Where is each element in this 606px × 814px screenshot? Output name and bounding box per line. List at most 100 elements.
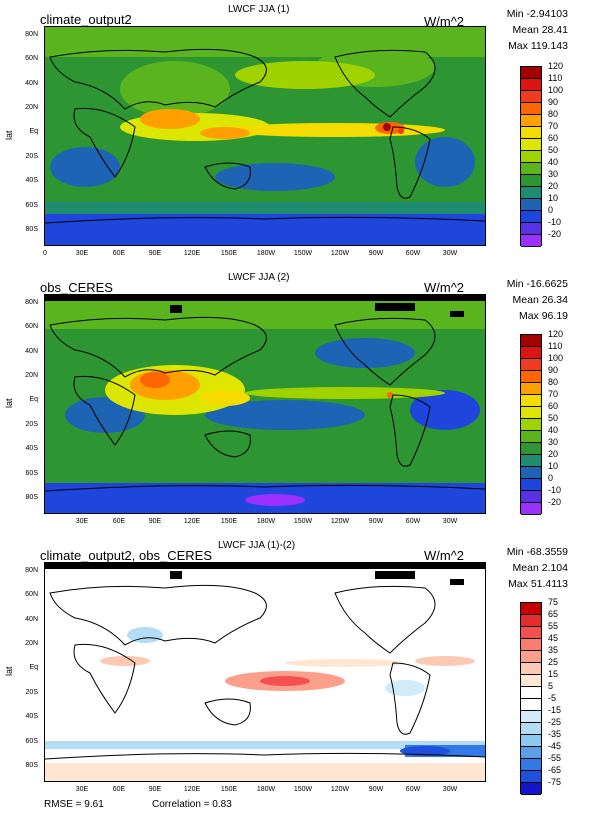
colorbar-label: 120 (548, 61, 564, 71)
colorbar-box (521, 151, 541, 163)
y-axis-label: lat (4, 666, 14, 676)
colorbar-box (521, 175, 541, 187)
stats-box: Min -2.94103 Mean 28.41 Max 119.143 (496, 6, 568, 54)
colorbar-label: 70 (548, 121, 559, 131)
lat-tick-label: 80S (25, 226, 38, 233)
map-field (45, 563, 485, 781)
stat-max: Max 51.4113 (508, 578, 568, 590)
lon-tick-label: 30E (75, 250, 89, 257)
units-label: W/m^2 (424, 14, 465, 29)
lon-tick-label: 30W (442, 250, 458, 257)
lon-tick-label: 150W (293, 786, 313, 793)
colorbar-box (521, 455, 541, 467)
lon-tick-label: 60E (112, 786, 126, 793)
lon-tick-label: 120W (330, 518, 350, 525)
colorbar-label: 60 (548, 133, 559, 143)
lon-tick-label: 60W (405, 786, 421, 793)
lon-tick-label: 90W (368, 786, 384, 793)
colorbar-box (521, 419, 541, 431)
y-axis-label: lat (4, 130, 14, 140)
lat-tick-label: Eq (29, 128, 38, 135)
colorbar-label: 10 (548, 461, 559, 471)
lon-tick-label: 120W (330, 786, 350, 793)
lat-tick-label: 40S (25, 177, 38, 184)
lat-tick-label: 60N (25, 323, 38, 330)
colorbar-label: 0 (548, 205, 554, 215)
colorbar-label: -10 (548, 485, 562, 495)
lat-tick-label: 80N (25, 31, 38, 38)
map-diff (44, 562, 486, 782)
panel-label: climate_output2 (40, 12, 132, 27)
lon-tick-label: 90W (368, 250, 384, 257)
lon-tick-label: 60W (405, 250, 421, 257)
panel-model: LWCF JJA (1) climate_output2 W/m^2 Min -… (0, 0, 606, 270)
lon-tick-label: 60E (112, 250, 126, 257)
lat-tick-label: 60S (25, 470, 38, 477)
colorbar-box (521, 115, 541, 127)
colorbar-label: 20 (548, 181, 559, 191)
lat-tick-label: Eq (29, 664, 38, 671)
panel-obs: LWCF JJA (2) obs_CERES W/m^2 Min -16.662… (0, 268, 606, 538)
colorbar-label: 90 (548, 97, 559, 107)
colorbar-label: -45 (548, 741, 562, 751)
colorbar-box (521, 491, 541, 503)
colorbar-label: 120 (548, 329, 564, 339)
colorbar-label: -55 (548, 753, 562, 763)
lat-tick-label: 20N (25, 104, 38, 111)
colorbar-box (521, 771, 541, 783)
lon-tick-label: 90E (148, 518, 162, 525)
colorbar-label: 30 (548, 169, 559, 179)
lon-tick-label: 150E (220, 518, 238, 525)
lat-tick-label: 20N (25, 372, 38, 379)
lon-tick-label: 30W (442, 518, 458, 525)
colorbar-box (521, 603, 541, 615)
colorbar-box (521, 639, 541, 651)
lon-tick-label: 180W (256, 518, 276, 525)
panel-title: LWCF JJA (1)-(2) (218, 540, 296, 551)
colorbar-box (521, 467, 541, 479)
lon-tick-label: 30E (75, 786, 89, 793)
lon-tick-label: 150E (220, 250, 238, 257)
stat-mean: Mean 26.34 (512, 294, 568, 306)
lon-tick-label: 150W (293, 250, 313, 257)
colorbar-box (521, 79, 541, 91)
stat-min: Min -16.6625 (506, 278, 568, 290)
lat-tick-label: 60S (25, 738, 38, 745)
lon-tick-label: 60W (405, 518, 421, 525)
colorbar-label: -5 (548, 693, 557, 703)
colorbar-box (521, 783, 541, 795)
colorbar-box (521, 711, 541, 723)
colorbar-label: 0 (548, 473, 554, 483)
colorbar-label: 110 (548, 73, 563, 83)
stats-box: Min -16.6625 Mean 26.34 Max 96.19 (496, 276, 568, 324)
lon-tick-label: 60E (112, 518, 126, 525)
colorbar-label: 80 (548, 377, 559, 387)
colorbar-label: 60 (548, 401, 559, 411)
colorbar-box (521, 699, 541, 711)
lat-tick-label: 60N (25, 591, 38, 598)
colorbar-box (521, 223, 541, 235)
colorbar-label: 100 (548, 353, 564, 363)
colorbar-box (521, 615, 541, 627)
colorbar-label: 75 (548, 597, 559, 607)
colorbar-box (521, 91, 541, 103)
colorbar-label: -65 (548, 765, 562, 775)
panel-title: LWCF JJA (1) (228, 4, 290, 15)
map-obs (44, 294, 486, 514)
colorbar-label: -20 (548, 229, 562, 239)
colorbar-box (521, 235, 541, 247)
lon-tick-label: 150W (293, 518, 313, 525)
lat-tick-label: 20S (25, 421, 38, 428)
lat-tick-label: 20S (25, 153, 38, 160)
lon-tick-label: 120E (183, 518, 201, 525)
colorbar-box (521, 347, 541, 359)
colorbar-label: 45 (548, 633, 559, 643)
lat-tick-label: 40N (25, 348, 38, 355)
colorbar (520, 602, 542, 795)
rmse-label: RMSE = 9.61 (44, 799, 104, 810)
map-field (45, 27, 485, 245)
panel-label: obs_CERES (40, 280, 113, 295)
lat-tick-label: 60N (25, 55, 38, 62)
colorbar-label: 10 (548, 193, 559, 203)
lat-tick-label: 40N (25, 616, 38, 623)
